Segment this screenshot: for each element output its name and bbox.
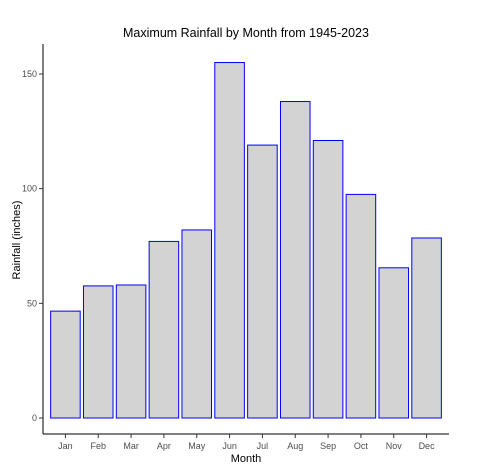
y-ticks-group: 0 50 100 150 [22,69,43,423]
x-tick-label-aug: Aug [287,441,303,451]
x-tick-label-oct: Oct [354,441,369,451]
x-tick-label-sep: Sep [320,441,336,451]
bar-oct [345,193,377,419]
bar-dec [411,237,442,419]
x-ticks-group: Jan Feb Mar Apr May Jun Jul Aug Sep Oct Nov Dec [58,434,435,451]
x-tick-label-jan: Jan [58,441,73,451]
bar-may [181,229,213,419]
x-tick-label-mar: Mar [123,441,139,451]
x-axis-title: Month [231,453,262,465]
x-tick-label-apr: Apr [157,441,171,451]
x-tick-label-nov: Nov [386,441,403,451]
bar-jan [50,310,81,419]
bar-mar [115,284,147,419]
y-tick-label: 0 [32,413,37,423]
y-tick-label: 50 [27,298,37,308]
y-tick-label: 150 [22,69,37,79]
bar-jun [214,62,245,419]
x-tick-label-may: May [188,441,206,451]
bar-sep [312,140,344,419]
bar-jul [247,144,278,419]
y-axis-title: Rainfall (inches) [11,201,23,280]
bars-group [50,62,442,419]
x-tick-label-dec: Dec [419,441,436,451]
x-tick-label-jul: Jul [257,441,269,451]
bar-aug [279,101,311,419]
bar-feb [82,285,114,419]
x-tick-label-jun: Jun [222,441,237,451]
bar-apr [148,240,180,419]
bar-nov [378,267,410,419]
x-tick-label-feb: Feb [90,441,106,451]
chart-title: Maximum Rainfall by Month from 1945-2023 [123,26,369,40]
y-tick-label: 100 [22,184,37,194]
